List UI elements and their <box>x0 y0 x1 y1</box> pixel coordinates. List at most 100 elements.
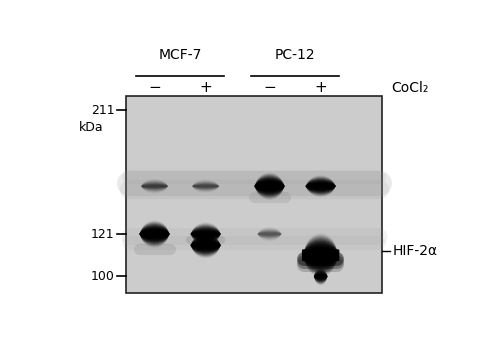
Text: PC-12: PC-12 <box>274 48 315 62</box>
Text: HIF-2α: HIF-2α <box>392 244 437 258</box>
Ellipse shape <box>255 177 284 195</box>
Ellipse shape <box>191 238 220 252</box>
Ellipse shape <box>302 247 338 264</box>
Ellipse shape <box>191 237 220 254</box>
Text: +: + <box>314 80 326 95</box>
Text: −: − <box>263 80 275 95</box>
Text: 211: 211 <box>91 104 114 117</box>
Ellipse shape <box>190 232 221 236</box>
Ellipse shape <box>313 272 327 281</box>
Ellipse shape <box>302 245 338 265</box>
Ellipse shape <box>257 232 281 236</box>
Text: 100: 100 <box>91 270 114 283</box>
Ellipse shape <box>254 183 284 189</box>
Ellipse shape <box>305 181 335 191</box>
Ellipse shape <box>314 269 326 284</box>
Ellipse shape <box>140 223 168 245</box>
Text: −: − <box>148 80 161 95</box>
Ellipse shape <box>140 185 168 188</box>
Text: +: + <box>199 80 212 95</box>
Ellipse shape <box>306 176 334 196</box>
Ellipse shape <box>190 231 220 237</box>
Ellipse shape <box>254 178 284 194</box>
Ellipse shape <box>191 235 219 256</box>
Ellipse shape <box>190 229 220 239</box>
Text: MCF-7: MCF-7 <box>158 48 201 62</box>
Ellipse shape <box>302 249 338 261</box>
Ellipse shape <box>255 174 283 198</box>
Ellipse shape <box>314 268 326 285</box>
Ellipse shape <box>255 176 283 196</box>
Ellipse shape <box>192 184 219 189</box>
Ellipse shape <box>313 273 327 280</box>
Ellipse shape <box>192 182 218 190</box>
Ellipse shape <box>190 230 220 238</box>
Text: kDa: kDa <box>78 121 103 134</box>
Ellipse shape <box>191 225 220 243</box>
Text: 121: 121 <box>91 228 114 240</box>
Ellipse shape <box>305 180 334 192</box>
Ellipse shape <box>192 184 219 188</box>
Ellipse shape <box>190 239 220 251</box>
Ellipse shape <box>302 243 337 267</box>
Ellipse shape <box>305 179 334 193</box>
Ellipse shape <box>139 226 169 242</box>
Ellipse shape <box>190 241 220 249</box>
Text: CoCl₂: CoCl₂ <box>391 81 428 95</box>
Ellipse shape <box>257 231 281 237</box>
Ellipse shape <box>305 184 335 188</box>
Ellipse shape <box>314 271 327 282</box>
Ellipse shape <box>303 237 337 273</box>
Ellipse shape <box>141 181 167 191</box>
Ellipse shape <box>140 225 169 243</box>
Ellipse shape <box>191 228 220 240</box>
Ellipse shape <box>141 184 168 188</box>
Ellipse shape <box>257 229 281 239</box>
Ellipse shape <box>139 229 169 239</box>
Ellipse shape <box>305 182 335 190</box>
Ellipse shape <box>191 232 219 258</box>
Ellipse shape <box>192 181 218 191</box>
Ellipse shape <box>141 181 167 192</box>
Ellipse shape <box>191 224 219 244</box>
Ellipse shape <box>139 231 169 237</box>
Ellipse shape <box>190 240 220 250</box>
FancyBboxPatch shape <box>126 96 381 293</box>
Ellipse shape <box>191 226 220 242</box>
Ellipse shape <box>257 229 280 239</box>
Ellipse shape <box>141 182 167 190</box>
Ellipse shape <box>140 220 168 248</box>
Ellipse shape <box>254 180 284 193</box>
Ellipse shape <box>192 185 219 188</box>
Ellipse shape <box>141 183 167 190</box>
Ellipse shape <box>303 236 337 275</box>
Ellipse shape <box>257 230 281 238</box>
Ellipse shape <box>191 233 219 257</box>
Ellipse shape <box>190 243 221 248</box>
Ellipse shape <box>140 224 168 244</box>
Ellipse shape <box>139 228 169 240</box>
Ellipse shape <box>302 251 338 260</box>
Ellipse shape <box>305 183 335 189</box>
Ellipse shape <box>191 236 220 255</box>
Ellipse shape <box>313 275 327 278</box>
Ellipse shape <box>302 241 337 269</box>
Ellipse shape <box>306 175 334 197</box>
Ellipse shape <box>254 181 284 191</box>
Ellipse shape <box>192 183 219 189</box>
Ellipse shape <box>303 239 337 271</box>
Ellipse shape <box>306 177 334 195</box>
Ellipse shape <box>313 274 327 279</box>
Ellipse shape <box>192 182 218 190</box>
Ellipse shape <box>257 231 281 238</box>
Ellipse shape <box>255 173 283 200</box>
Ellipse shape <box>314 270 326 283</box>
Ellipse shape <box>140 222 168 246</box>
FancyBboxPatch shape <box>302 249 339 261</box>
Ellipse shape <box>314 272 327 281</box>
Ellipse shape <box>139 230 169 238</box>
Ellipse shape <box>255 175 283 197</box>
Ellipse shape <box>191 224 219 245</box>
Ellipse shape <box>306 178 334 194</box>
Ellipse shape <box>254 182 284 190</box>
